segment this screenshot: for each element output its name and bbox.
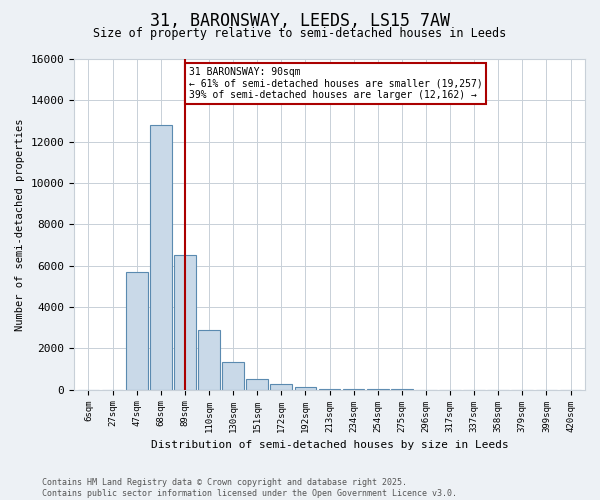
Bar	[271, 384, 292, 390]
Bar	[222, 362, 244, 390]
X-axis label: Distribution of semi-detached houses by size in Leeds: Distribution of semi-detached houses by …	[151, 440, 508, 450]
Y-axis label: Number of semi-detached properties: Number of semi-detached properties	[15, 118, 25, 330]
Bar	[295, 387, 316, 390]
Bar	[247, 380, 268, 390]
Text: 31, BARONSWAY, LEEDS, LS15 7AW: 31, BARONSWAY, LEEDS, LS15 7AW	[150, 12, 450, 30]
Bar	[174, 256, 196, 390]
Text: Size of property relative to semi-detached houses in Leeds: Size of property relative to semi-detach…	[94, 28, 506, 40]
Bar	[150, 125, 172, 390]
Bar	[319, 388, 340, 390]
Bar	[343, 389, 364, 390]
Text: Contains HM Land Registry data © Crown copyright and database right 2025.
Contai: Contains HM Land Registry data © Crown c…	[42, 478, 457, 498]
Bar	[126, 272, 148, 390]
Bar	[198, 330, 220, 390]
Text: 31 BARONSWAY: 90sqm
← 61% of semi-detached houses are smaller (19,257)
39% of se: 31 BARONSWAY: 90sqm ← 61% of semi-detach…	[188, 68, 482, 100]
